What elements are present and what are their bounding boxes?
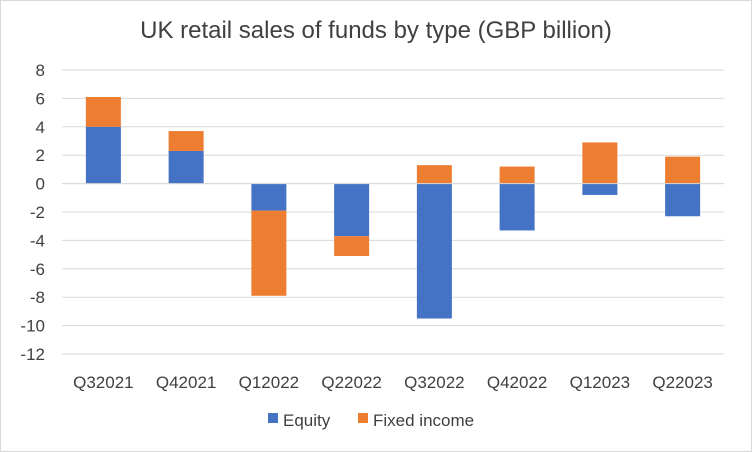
x-tick-label: Q22022 <box>321 373 382 392</box>
legend-swatch <box>268 413 278 423</box>
y-tick-label: 2 <box>36 146 45 165</box>
y-tick-label: -4 <box>30 231 45 250</box>
legend-swatch <box>358 413 368 423</box>
bar-fixed-income <box>416 165 452 184</box>
y-tick-label: -8 <box>30 288 45 307</box>
legend-label: Equity <box>283 411 331 430</box>
legend: Equity Fixed income <box>268 411 474 430</box>
bar-equity <box>251 183 287 211</box>
legend-label: Fixed income <box>373 411 474 430</box>
bar-fixed-income <box>665 156 701 184</box>
bar-equity <box>665 183 701 217</box>
bar-fixed-income <box>582 142 618 184</box>
y-tick-label: 4 <box>36 118 45 137</box>
bar-fixed-income <box>334 236 370 257</box>
chart-title: UK retail sales of funds by type (GBP bi… <box>140 17 612 44</box>
y-tick-label: 6 <box>36 89 45 108</box>
bars <box>85 96 701 319</box>
y-tick-label: -6 <box>30 260 45 279</box>
y-tick-label: -2 <box>30 203 45 222</box>
bar-equity <box>85 126 121 184</box>
x-axis-tick-labels: Q32021 Q42021 Q12022 Q22022 Q32022 Q42022 Q120… <box>73 373 713 392</box>
y-tick-label: 8 <box>36 61 45 80</box>
x-tick-label: Q32021 <box>73 373 134 392</box>
gridlines <box>62 69 724 355</box>
y-axis-tick-labels: 8 6 4 2 0 -2 -4 -6 -8 -10 -12 <box>20 61 45 364</box>
x-tick-label: Q22023 <box>652 373 713 392</box>
bar-equity <box>582 183 618 195</box>
bar-equity <box>499 183 535 231</box>
bar-equity <box>168 150 204 184</box>
bar-fixed-income <box>251 210 287 296</box>
bar-equity <box>416 183 452 319</box>
bar-equity <box>334 183 370 237</box>
y-tick-label: -12 <box>20 345 45 364</box>
bar-fixed-income <box>499 166 535 184</box>
x-tick-label: Q32022 <box>404 373 465 392</box>
x-tick-label: Q12023 <box>570 373 631 392</box>
x-tick-label: Q42021 <box>156 373 217 392</box>
bar-fixed-income <box>85 96 121 127</box>
x-tick-label: Q42022 <box>487 373 548 392</box>
y-tick-label: -10 <box>20 317 45 336</box>
bar-fixed-income <box>168 131 204 151</box>
y-tick-label: 0 <box>36 175 45 194</box>
x-tick-label: Q12022 <box>239 373 300 392</box>
